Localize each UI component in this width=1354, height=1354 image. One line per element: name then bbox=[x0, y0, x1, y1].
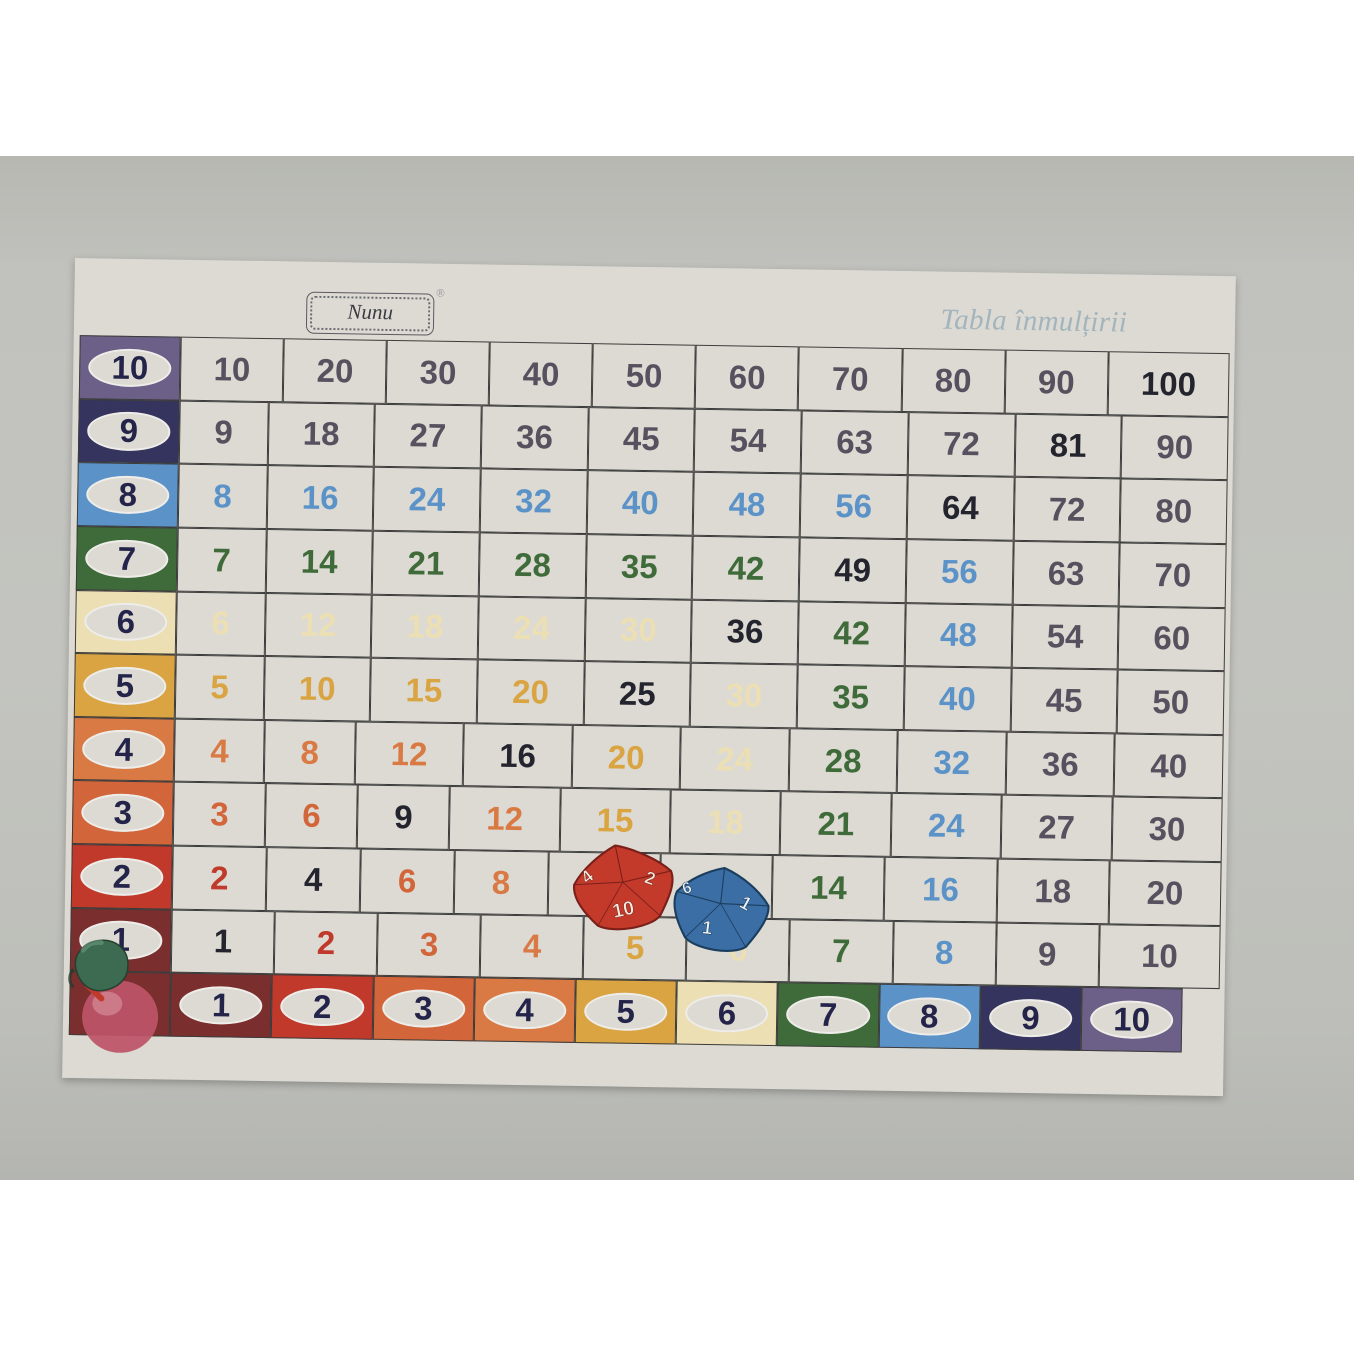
svg-text:10: 10 bbox=[610, 897, 636, 923]
